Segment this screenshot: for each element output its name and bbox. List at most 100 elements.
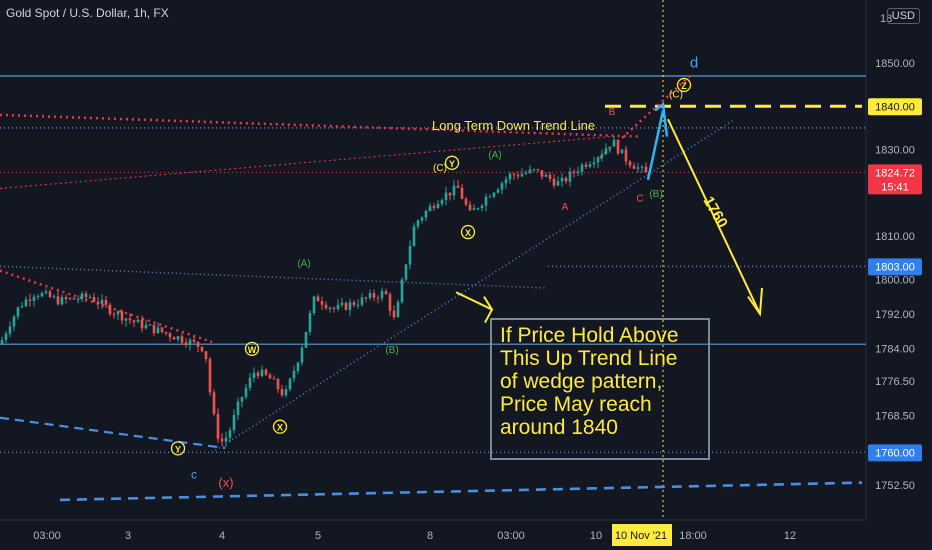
candle-body [112,314,116,316]
long-term-downtrend-label: Long Term Down Trend Line [432,118,595,133]
candle-body [96,301,100,304]
candle-body [612,140,616,147]
candle-body [316,296,320,302]
wave-circle-15 [272,419,288,434]
wave-label-13: W [248,345,257,355]
candle-body [24,299,28,307]
candle-body [520,173,524,177]
time-tick-10: 12 [784,530,796,542]
candle-body [52,296,56,298]
candle-body [308,313,312,332]
candle-body [260,369,264,377]
candle-body [40,293,44,297]
wave-label-12: (A) [297,258,310,269]
price-tick-1784.00: 1784.00 [875,344,915,356]
candle-body [600,154,604,158]
candle-body [304,331,308,348]
candle-body [576,171,580,173]
time-tick-2: 3 [125,530,131,542]
candle-body [252,372,256,378]
candle-body [28,299,32,301]
candle-body [56,296,60,305]
candle-body [136,319,140,323]
candle-body [636,167,640,169]
candle-body [60,296,64,305]
candle-body [364,297,368,299]
candle-body [464,198,468,205]
candle-body [120,311,124,321]
candle-body [516,175,520,177]
candle-body [416,220,420,227]
candle-body [580,164,584,172]
candle-body [420,217,424,221]
wave-circle-16 [170,441,186,456]
candle-body [76,299,80,301]
candle-body [108,304,112,315]
candle-body [388,294,392,311]
candle-body [88,297,92,299]
candle-body [500,183,504,190]
candle-body [340,302,344,305]
candle-body [496,189,500,193]
candle-body [504,179,508,184]
candle-body [548,174,552,179]
candle-body [640,166,644,168]
candle-body [256,372,260,377]
wave-label-7: Y [449,159,455,169]
candle-body [152,324,156,334]
wave-label-18: (x) [218,475,233,490]
candle-body [508,173,512,180]
up-arrow-head [654,101,669,137]
candle-body [404,264,408,280]
price-tick-1768.50: 1768.50 [875,411,915,423]
candle-body [68,298,72,300]
candle-body [264,369,268,375]
price-tick-1776.50: 1776.50 [875,376,915,388]
currency-badge[interactable]: USD [886,8,920,24]
candle-body [44,291,48,294]
candle-body [336,304,340,310]
down-forecast-arrowhead [747,287,763,317]
wave-circle-13 [244,341,260,356]
wave-label-11: X [465,228,471,238]
candle-body [92,297,96,302]
time-tick-4: 5 [315,530,321,542]
candle-body [144,324,148,329]
candle-body [184,342,188,345]
candle-body [284,389,288,396]
price-tick-1850.00: 1850.00 [875,58,915,70]
time-axis-panel[interactable] [0,520,866,550]
price-tag-1803.00 [868,258,922,276]
candle-body [628,161,632,166]
callout-line-1: If Price Hold Above [500,324,679,347]
candle-body [148,324,152,326]
candle-body [296,362,300,371]
candle-body [268,374,272,379]
wave-label-10: (B) [649,189,662,200]
forecast-1760-label: 1760 [700,194,731,231]
candle-body [424,210,428,218]
candle-body [472,208,476,211]
candle-body [400,279,404,303]
candle-body [412,226,416,247]
candle-body [608,146,612,149]
wave-label-2: Z [681,81,687,91]
time-tick-5: 8 [427,530,433,542]
candle-body [572,171,576,173]
candle-body [620,149,624,154]
candle-body [324,304,328,309]
time-tick-6: 03:00 [497,530,525,542]
wave-label-16: Y [175,444,181,454]
candle-body [476,208,480,210]
candle-body [456,185,460,188]
candle-body [480,205,484,209]
candle-body [592,162,596,165]
candle-body [132,320,136,323]
candle-body [452,185,456,196]
price-tick-1800.00: 1800.00 [875,274,915,286]
time-cursor-tag [612,524,672,546]
candle-body [492,192,496,197]
candle-body [552,178,556,186]
